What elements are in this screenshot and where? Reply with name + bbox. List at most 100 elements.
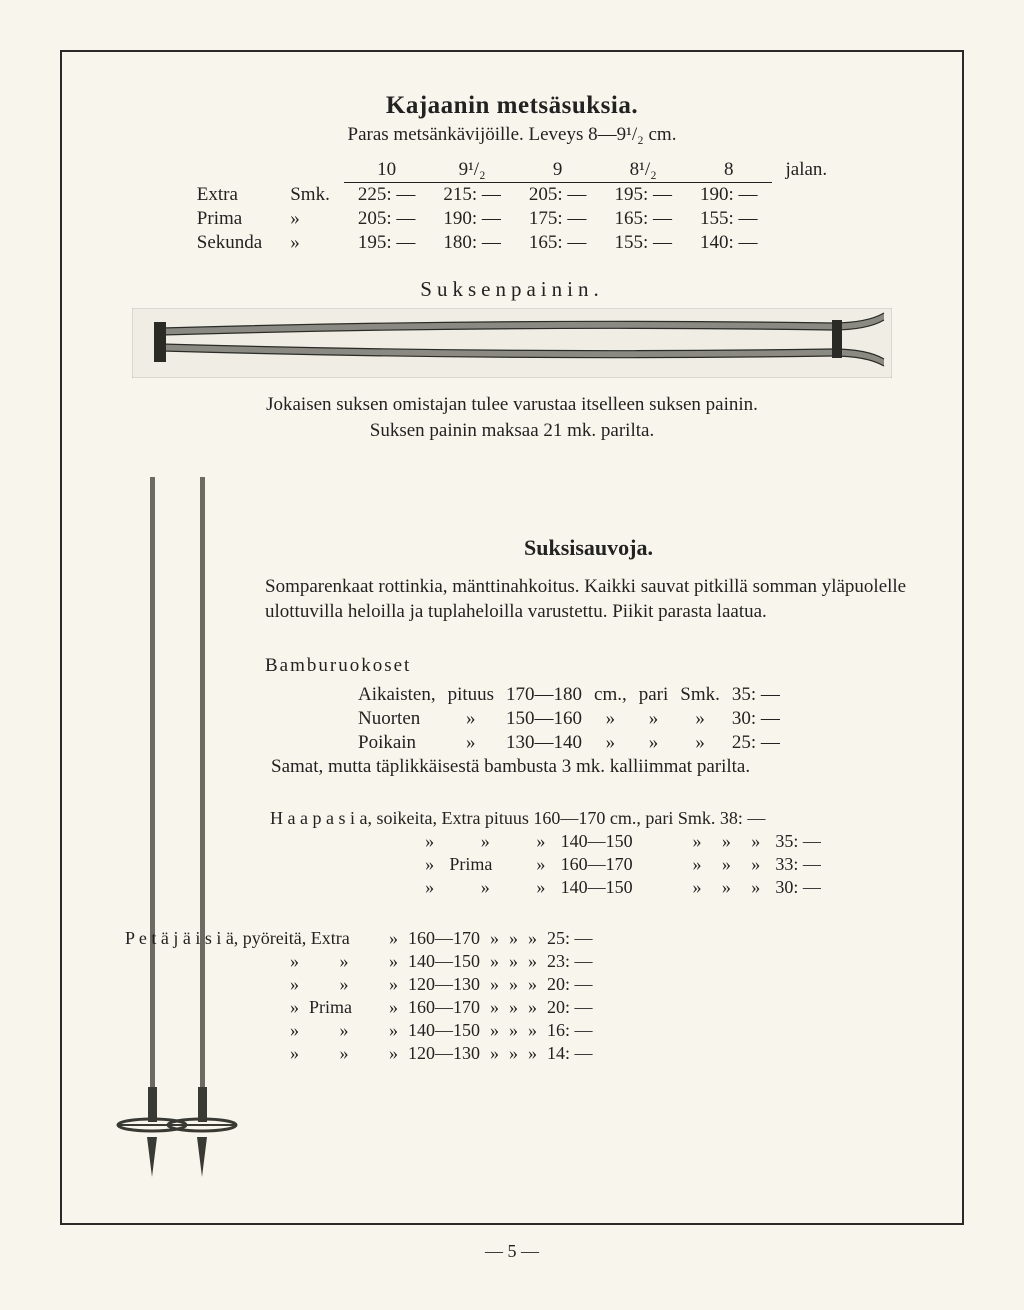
ditto: » xyxy=(415,876,444,899)
row-label: Poikain xyxy=(352,731,442,755)
ditto: » xyxy=(304,950,384,973)
ditto: » xyxy=(415,830,444,853)
ditto: » xyxy=(444,876,526,899)
page-number: — 5 — xyxy=(60,1241,964,1262)
ditto: » xyxy=(741,876,770,899)
length: 170—180 xyxy=(500,683,588,707)
price: 165: — xyxy=(600,207,686,231)
ditto: » xyxy=(442,731,500,755)
ditto: » xyxy=(304,1042,384,1065)
row-unit: » xyxy=(276,207,344,231)
length: 120—130 xyxy=(403,973,485,996)
ski-pole-icon xyxy=(168,477,236,1177)
ditto: » xyxy=(504,1042,523,1065)
press-caption-line1: Jokaisen suksen omistajan tulee varustaa… xyxy=(266,394,758,415)
ditto: » xyxy=(682,853,711,876)
price: 20: — xyxy=(542,973,598,996)
table-row: Aikaisten, pituus 170—180 cm., pari Smk.… xyxy=(265,683,786,707)
ditto: » xyxy=(674,731,726,755)
ditto: » xyxy=(712,830,741,853)
length: 150—160 xyxy=(500,707,588,731)
ditto: » xyxy=(633,731,675,755)
price: 215: — xyxy=(429,183,515,208)
bamboo-note: Samat, mutta täplikkäisestä bambusta 3 m… xyxy=(265,755,786,779)
price: 225: — xyxy=(344,183,430,208)
row-label: Aikaisten, xyxy=(352,683,442,707)
table-row: » » » 120—130 » » » 14: — xyxy=(120,1042,598,1065)
unit: cm., xyxy=(588,683,633,707)
ditto: » xyxy=(526,853,555,876)
ditto: » xyxy=(384,1019,403,1042)
ditto: » xyxy=(633,707,675,731)
bamboo-heading: Bamburuokoset xyxy=(265,655,912,677)
unit: Smk. xyxy=(674,683,726,707)
table-row: P e t ä j ä i s i ä, pyöreitä, Extra » 1… xyxy=(120,927,598,950)
ditto: » xyxy=(442,707,500,731)
table-row: Sekunda » 195: — 180: — 165: — 155: — 14… xyxy=(183,231,841,255)
price: 140: — xyxy=(686,231,772,255)
ditto: » xyxy=(485,927,504,950)
table-row: » » » 140—150 » » » 30: — xyxy=(265,876,826,899)
ditto: » xyxy=(526,830,555,853)
table-row: » » » 140—150 » » » 16: — xyxy=(120,1019,598,1042)
price: 155: — xyxy=(600,231,686,255)
row-label: Extra xyxy=(183,183,276,208)
section-title: Kajaanin metsäsuksia. xyxy=(112,92,912,120)
row-unit: » xyxy=(276,231,344,255)
price: 190: — xyxy=(686,183,772,208)
table-row: Extra Smk. 225: — 215: — 205: — 195: — 1… xyxy=(183,183,841,208)
length: 140—150 xyxy=(403,950,485,973)
petaja-lead: P e t ä j ä i s i ä, pyöreitä, Extra xyxy=(120,927,384,950)
ditto: » xyxy=(674,707,726,731)
unit: pari xyxy=(633,683,675,707)
price: 190: — xyxy=(429,207,515,231)
length: 140—150 xyxy=(403,1019,485,1042)
ditto: » xyxy=(485,950,504,973)
row-unit: Smk. xyxy=(276,183,344,208)
table-row: » » » 120—130 » » » 20: — xyxy=(120,973,598,996)
press-caption: Jokaisen suksen omistajan tulee varustaa… xyxy=(112,392,912,443)
price: 205: — xyxy=(344,207,430,231)
ditto: » xyxy=(384,996,403,1019)
ditto: » xyxy=(285,1042,304,1065)
ditto: » xyxy=(444,830,526,853)
col-9half: 9¹/₂ xyxy=(429,158,515,183)
haapa-lead: H a a p a s i a, soikeita, Extra pituus … xyxy=(265,807,770,830)
grade: Prima xyxy=(304,996,384,1019)
row-label: Nuorten xyxy=(352,707,442,731)
length: 120—130 xyxy=(403,1042,485,1065)
ditto: » xyxy=(712,876,741,899)
ditto: » xyxy=(384,950,403,973)
row-label: Sekunda xyxy=(183,231,276,255)
price: 155: — xyxy=(686,207,772,231)
table-row: Nuorten » 150—160 » » » 30: — xyxy=(265,707,786,731)
price: 30: — xyxy=(770,876,826,899)
ditto: » xyxy=(485,973,504,996)
length: 160—170 xyxy=(403,927,485,950)
ski-press-illustration xyxy=(132,308,892,378)
poles-description: Somparenkaat rottinkia, mänttinahkoitus.… xyxy=(265,575,912,624)
col-8half: 8¹/₂ xyxy=(600,158,686,183)
grade: Prima xyxy=(444,853,526,876)
price: 165: — xyxy=(515,231,601,255)
ditto: » xyxy=(682,876,711,899)
petaja-table: P e t ä j ä i s i ä, pyöreitä, Extra » 1… xyxy=(120,927,598,1065)
price: 25: — xyxy=(542,927,598,950)
ditto: » xyxy=(523,927,542,950)
col-jalan: jalan. xyxy=(772,158,842,183)
ditto: » xyxy=(526,876,555,899)
table-row: Poikain » 130—140 » » » 25: — xyxy=(265,731,786,755)
page: Kajaanin metsäsuksia. Paras metsänkävijö… xyxy=(0,0,1024,1310)
price: 180: — xyxy=(429,231,515,255)
ditto: » xyxy=(588,707,633,731)
ditto: » xyxy=(504,950,523,973)
table-row: Prima » 205: — 190: — 175: — 165: — 155:… xyxy=(183,207,841,231)
col-10: 10 xyxy=(344,158,430,183)
col-empty xyxy=(183,158,276,183)
col-empty2 xyxy=(276,158,344,183)
ditto: » xyxy=(485,1019,504,1042)
ditto: » xyxy=(485,996,504,1019)
ditto: » xyxy=(384,927,403,950)
price: 175: — xyxy=(515,207,601,231)
table-row: H a a p a s i a, soikeita, Extra pituus … xyxy=(265,807,826,830)
